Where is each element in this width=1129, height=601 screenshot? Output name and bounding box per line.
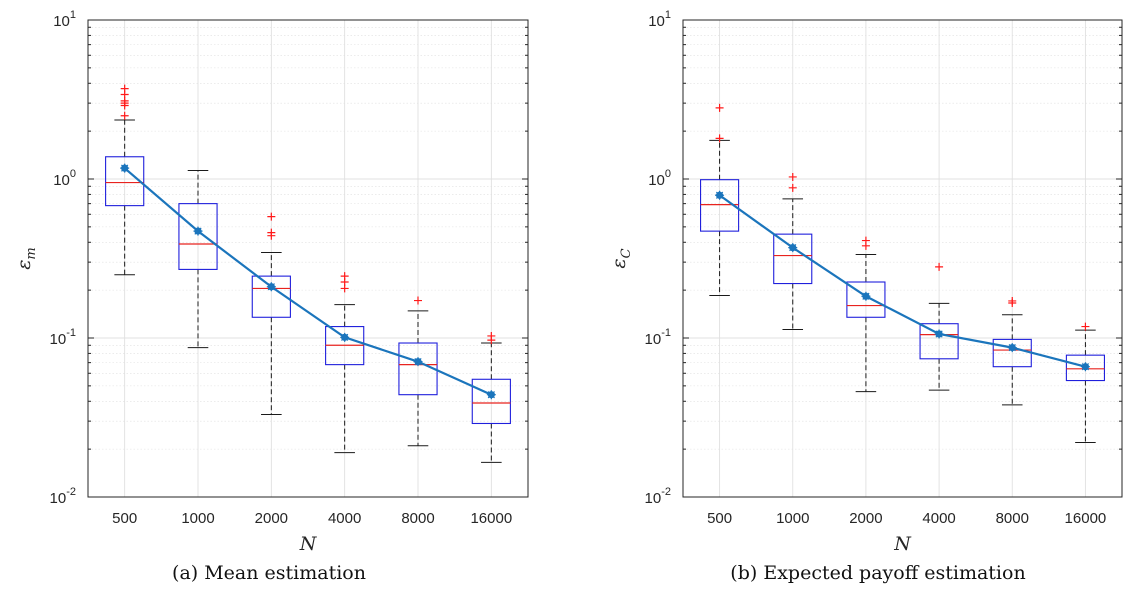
x-tick-label: 16000 xyxy=(1065,510,1107,527)
mean-point-marker xyxy=(1007,343,1017,353)
y-tick-label-exponent: -1 xyxy=(661,327,671,339)
x-axis-label: N xyxy=(299,533,318,555)
y-tick-label-exponent: 0 xyxy=(70,168,76,180)
mean-point-marker xyxy=(266,282,276,292)
outlier-marker xyxy=(935,262,944,271)
y-tick-label-exponent: 1 xyxy=(665,9,671,21)
y-tick-label-exponent: -2 xyxy=(66,486,76,498)
mean-point-marker xyxy=(715,190,725,200)
figure-caption: (b) Expected payoff estimation xyxy=(730,562,1025,584)
outlier-marker xyxy=(267,212,276,221)
mean-point-marker xyxy=(861,291,871,301)
box-iqr xyxy=(773,233,813,285)
mean-point-marker xyxy=(413,357,423,367)
box-iqr xyxy=(251,275,291,318)
x-tick-label: 1000 xyxy=(776,510,809,527)
figure-caption: (a) Mean estimation xyxy=(172,562,366,584)
mean-point-marker xyxy=(193,226,203,236)
y-tick-label: 100 xyxy=(53,168,76,189)
y-tick-label: 10-1 xyxy=(50,327,76,348)
outlier-marker xyxy=(788,183,797,192)
box-iqr xyxy=(398,342,438,396)
outlier-marker xyxy=(715,103,724,112)
y-tick-label-exponent: -1 xyxy=(66,327,76,339)
y-tick-label: 101 xyxy=(648,9,671,30)
mean-point-marker xyxy=(340,332,350,342)
outlier-marker xyxy=(340,272,349,281)
outlier-marker xyxy=(1081,322,1090,331)
x-tick-label: 2000 xyxy=(255,510,288,527)
y-tick-label-base: 10 xyxy=(648,172,665,189)
box-iqr xyxy=(178,203,218,270)
x-tick-label: 4000 xyxy=(328,510,361,527)
y-tick-label: 100 xyxy=(648,168,671,189)
plot-background xyxy=(683,20,1122,497)
y-tick-label-base: 10 xyxy=(645,331,662,348)
y-tick-label: 10-2 xyxy=(50,486,76,507)
box-iqr xyxy=(1065,354,1105,382)
mean-line xyxy=(123,167,492,396)
mean-point-marker xyxy=(486,390,496,400)
x-tick-label: 4000 xyxy=(922,510,955,527)
outlier-marker xyxy=(788,172,797,181)
x-tick-label: 8000 xyxy=(401,510,434,527)
box-16000 xyxy=(471,331,511,463)
y-tick-label-exponent: 0 xyxy=(665,168,671,180)
x-tick-label: 16000 xyxy=(470,510,512,527)
outlier-marker xyxy=(861,236,870,245)
box-iqr xyxy=(846,281,886,318)
box-500 xyxy=(105,84,145,276)
y-tick-label-base: 10 xyxy=(645,490,662,507)
y-axis-label-symbol: ε xyxy=(13,260,35,270)
y-tick-label: 10-2 xyxy=(645,486,671,507)
box-iqr xyxy=(919,323,959,360)
outlier-marker xyxy=(120,84,129,93)
y-axis-label-subscript: m xyxy=(24,247,39,259)
outlier-marker xyxy=(120,111,129,120)
y-tick-label-base: 10 xyxy=(50,490,67,507)
y-tick-label-exponent: -2 xyxy=(661,486,671,498)
axes-frame xyxy=(682,19,1123,498)
box-16000 xyxy=(1065,322,1105,444)
outlier-marker xyxy=(267,228,276,237)
y-axis-label-subscript: C xyxy=(619,248,634,258)
mean-point-marker xyxy=(934,329,944,339)
mean-line xyxy=(718,194,1086,368)
y-tick-label-base: 10 xyxy=(648,13,665,30)
y-axis-label: εm xyxy=(13,247,39,270)
y-tick-label-exponent: 1 xyxy=(70,9,76,21)
box-iqr xyxy=(471,378,511,425)
box-iqr xyxy=(105,156,145,207)
mean-point-marker xyxy=(1080,362,1090,372)
y-axis-label: εC xyxy=(608,248,634,268)
outlier-marker xyxy=(715,134,724,143)
y-tick-label-base: 10 xyxy=(53,172,70,189)
box-iqr xyxy=(700,179,740,232)
x-tick-label: 1000 xyxy=(181,510,214,527)
plot-background xyxy=(88,20,528,497)
box-1000 xyxy=(178,170,218,349)
box-2000 xyxy=(846,236,886,393)
outlier-marker xyxy=(487,331,496,340)
x-tick-label: 2000 xyxy=(849,510,882,527)
x-tick-label: 500 xyxy=(707,510,732,527)
outlier-marker xyxy=(414,296,422,305)
mean-point-marker xyxy=(120,163,130,173)
mean-point-marker xyxy=(788,243,798,253)
y-tick-label-base: 10 xyxy=(53,13,70,30)
box-4000 xyxy=(325,272,365,454)
x-tick-label: 500 xyxy=(112,510,137,527)
y-tick-label-base: 10 xyxy=(50,331,67,348)
outlier-marker xyxy=(1008,296,1017,305)
y-tick-label: 101 xyxy=(53,9,76,30)
axes-frame xyxy=(87,19,529,498)
x-tick-label: 8000 xyxy=(996,510,1029,527)
y-tick-label: 10-1 xyxy=(645,327,671,348)
y-axis-label-symbol: ε xyxy=(608,258,630,268)
x-axis-label: N xyxy=(893,533,912,555)
